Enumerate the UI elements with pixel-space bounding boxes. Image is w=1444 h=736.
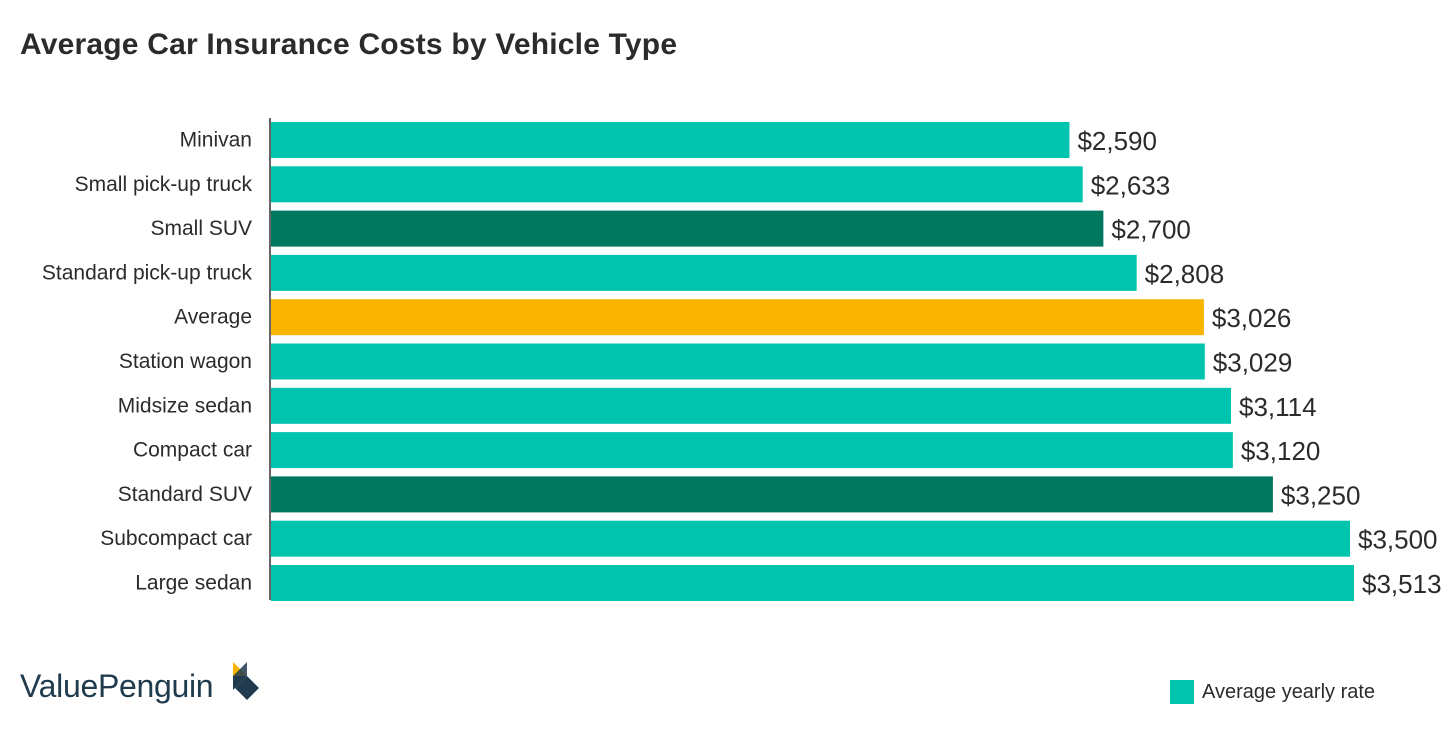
bar [271, 387, 1231, 424]
bar [271, 520, 1350, 557]
value-label: $3,513 [1362, 569, 1442, 599]
category-label: Standard pick-up truck [42, 261, 253, 284]
value-label: $3,250 [1281, 480, 1361, 510]
category-label: Small pick-up truck [75, 173, 253, 196]
legend: Average yearly rate [1170, 680, 1375, 704]
bar [271, 432, 1233, 469]
category-label: Midsize sedan [118, 394, 252, 417]
value-label: $2,590 [1077, 126, 1157, 156]
chart-title: Average Car Insurance Costs by Vehicle T… [20, 28, 678, 61]
value-label: $3,114 [1239, 392, 1317, 422]
value-label: $2,808 [1145, 259, 1225, 289]
value-label: $2,633 [1091, 170, 1171, 200]
bar [271, 476, 1273, 513]
category-label: Station wagon [119, 350, 252, 373]
category-label: Standard SUV [118, 483, 252, 506]
value-label: $3,120 [1241, 436, 1321, 466]
category-label: Average [174, 306, 252, 329]
value-label: $3,029 [1213, 348, 1293, 378]
category-label: Compact car [133, 439, 252, 462]
bar [271, 210, 1104, 247]
category-label: Small SUV [150, 217, 252, 240]
legend-label: Average yearly rate [1202, 680, 1376, 703]
bar [271, 254, 1137, 291]
value-label: $3,026 [1212, 303, 1292, 333]
legend-swatch [1170, 680, 1194, 704]
bar [271, 299, 1204, 336]
category-label: Subcompact car [100, 527, 252, 550]
brand-name: ValuePenguin [20, 668, 214, 704]
category-label: Minivan [180, 129, 252, 152]
bar [271, 122, 1070, 158]
category-label: Large sedan [135, 572, 252, 595]
bar [271, 343, 1205, 380]
value-label: $3,500 [1358, 525, 1438, 555]
bar [271, 565, 1354, 601]
brand: ValuePenguin [20, 660, 261, 706]
bar [271, 166, 1083, 203]
value-label: $2,700 [1111, 215, 1191, 245]
valuepenguin-logo-icon [233, 662, 260, 700]
